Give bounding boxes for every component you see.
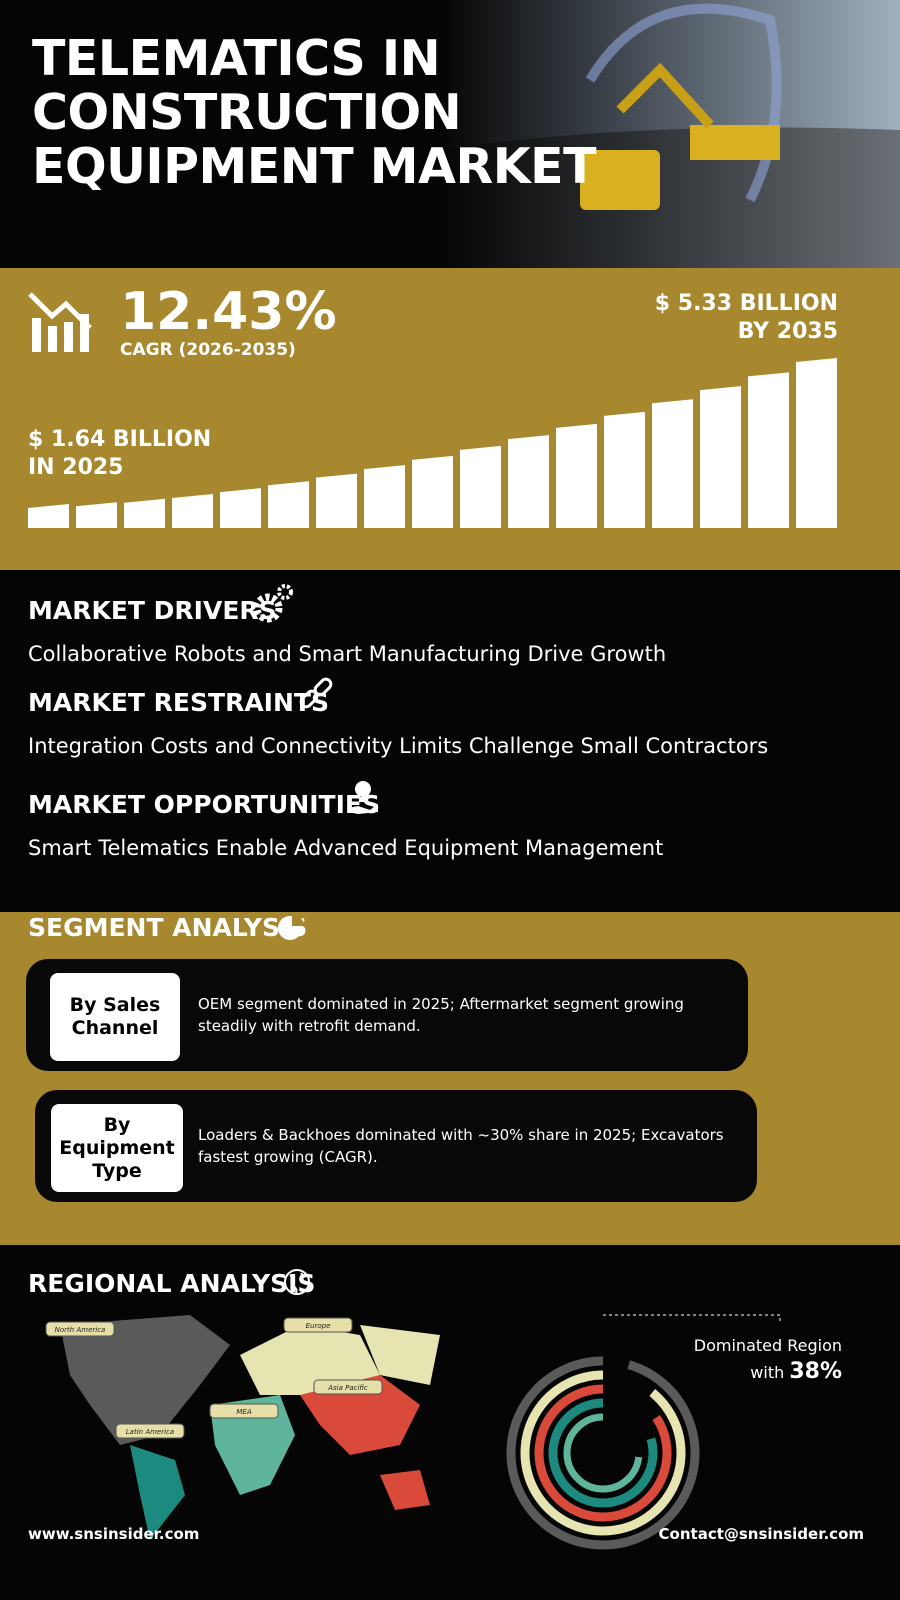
- segment-text: Loaders & Backhoes dominated with ~30% s…: [198, 1126, 724, 1166]
- growth-bar: [748, 372, 789, 528]
- segment-label: By Equipment Type: [51, 1104, 183, 1192]
- growth-bar: [76, 502, 117, 528]
- growth-icon: [28, 292, 92, 352]
- excavator: [690, 125, 780, 160]
- region-label: Europe: [306, 1322, 331, 1330]
- growth-bar: [364, 465, 405, 528]
- title: TELEMATICS IN CONSTRUCTION EQUIPMENT MAR…: [32, 30, 597, 195]
- region-label: Asia Pacific: [327, 1384, 368, 1392]
- excavator-arm: [616, 62, 714, 129]
- restraints-text: Integration Costs and Connectivity Limit…: [28, 734, 769, 758]
- latin-america: [130, 1445, 185, 1540]
- gears-icon: [253, 584, 293, 623]
- restraints-heading: MARKET RESTRAINTS: [28, 688, 329, 717]
- regional-graphics: North America Europe Asia Pacific MEA Latin …: [45, 1314, 781, 1550]
- region-tag: [45, 1321, 115, 1337]
- dominated-label: Dominated Region: [693, 1336, 842, 1355]
- dominated-block: Dominated Region with 38%: [694, 1333, 842, 1386]
- growth-bar: [460, 445, 501, 528]
- growth-section: 12.43% CAGR (2026-2035) $ 5.33 BILLION B…: [0, 268, 900, 570]
- ring: [520, 1370, 686, 1536]
- segment-text: OEM segment dominated in 2025; Aftermark…: [198, 995, 684, 1035]
- australia: [380, 1470, 430, 1510]
- region-tag: [209, 1403, 279, 1419]
- growth-bar: [220, 488, 261, 528]
- region-tag: [283, 1317, 353, 1333]
- growth-bar: [28, 504, 69, 528]
- growth-bar: [700, 386, 741, 528]
- growth-bar: [652, 399, 693, 528]
- chain-icon: [299, 677, 333, 709]
- leader-line: [603, 1314, 781, 1323]
- segment-card: By Sales Channel OEM segment dominated i…: [26, 959, 748, 1071]
- segment-label: By Sales Channel: [50, 973, 180, 1061]
- africa: [210, 1395, 295, 1495]
- growth-bars: [28, 358, 837, 528]
- website: www.snsinsider.com: [28, 1525, 200, 1543]
- growth-bar: [556, 423, 597, 528]
- growth-bar: [172, 493, 213, 528]
- segment-heading: SEGMENT ANALYSIS: [28, 913, 308, 942]
- title-line: CONSTRUCTION: [32, 84, 462, 141]
- start-value-block: $ 1.64 BILLION IN 2025: [28, 426, 211, 482]
- dominated-line: with 38%: [694, 1359, 842, 1386]
- asia-pacific: [300, 1375, 420, 1455]
- growth-bar: [796, 358, 837, 528]
- opportunities-heading: MARKET OPPORTUNITIES: [28, 790, 380, 819]
- region-tag: [115, 1423, 185, 1439]
- contact: Contact@snsinsider.com: [658, 1525, 864, 1543]
- region-label: Latin America: [126, 1428, 174, 1436]
- ring: [563, 1413, 643, 1493]
- cagr-label: CAGR (2026-2035): [120, 340, 296, 360]
- ground: [440, 127, 900, 268]
- growth-bar: [268, 481, 309, 528]
- drivers-text: Collaborative Robots and Smart Manufactu…: [28, 642, 667, 666]
- dominated-with: with: [750, 1363, 785, 1382]
- opportunities-text: Smart Telematics Enable Advanced Equipme…: [28, 836, 664, 860]
- growth-bar: [604, 411, 645, 528]
- dominated-share: 38%: [789, 1359, 842, 1384]
- cagr-value: 12.43%: [120, 282, 337, 342]
- north-asia: [360, 1325, 440, 1385]
- header-image: [440, 0, 900, 268]
- growth-bar: [412, 455, 453, 528]
- pie-icon: [278, 914, 304, 940]
- segment-card: By Equipment Type Loaders & Backhoes dom…: [35, 1090, 757, 1202]
- growth-bar: [508, 435, 549, 528]
- region-label: MEA: [236, 1408, 251, 1416]
- header: TELEMATICS IN CONSTRUCTION EQUIPMENT MAR…: [0, 0, 900, 268]
- ring: [506, 1356, 700, 1550]
- dump-truck: [580, 150, 660, 210]
- europe: [240, 1325, 380, 1395]
- regional-heading: REGIONAL ANALYSIS: [28, 1269, 316, 1298]
- growth-bar: [124, 498, 165, 528]
- title-line: EQUIPMENT MARKET: [32, 138, 597, 195]
- idea-icon: [348, 781, 378, 814]
- market-section: MARKET DRIVERS Collaborative Robots and …: [0, 570, 900, 912]
- segment-section: SEGMENT ANALYSIS By Sales Channel OEM se…: [0, 912, 900, 1245]
- start-value: $ 1.64 BILLION: [28, 427, 212, 452]
- region-tag: [313, 1379, 383, 1395]
- ring: [548, 1398, 658, 1508]
- end-value-block: $ 5.33 BILLION BY 2035: [655, 290, 838, 346]
- growth-bar: [316, 473, 357, 528]
- regional-section: REGIONAL ANALYSIS North America Europe Asi…: [0, 1245, 900, 1600]
- title-line: TELEMATICS IN: [32, 30, 441, 87]
- end-year: BY 2035: [737, 319, 838, 344]
- ring: [534, 1384, 672, 1522]
- region-label: North America: [55, 1326, 106, 1334]
- north-america: [60, 1315, 230, 1445]
- globe-icon: [284, 1269, 310, 1295]
- drivers-heading: MARKET DRIVERS: [28, 596, 277, 625]
- end-value: $ 5.33 BILLION: [654, 291, 838, 316]
- start-year: IN 2025: [28, 455, 124, 480]
